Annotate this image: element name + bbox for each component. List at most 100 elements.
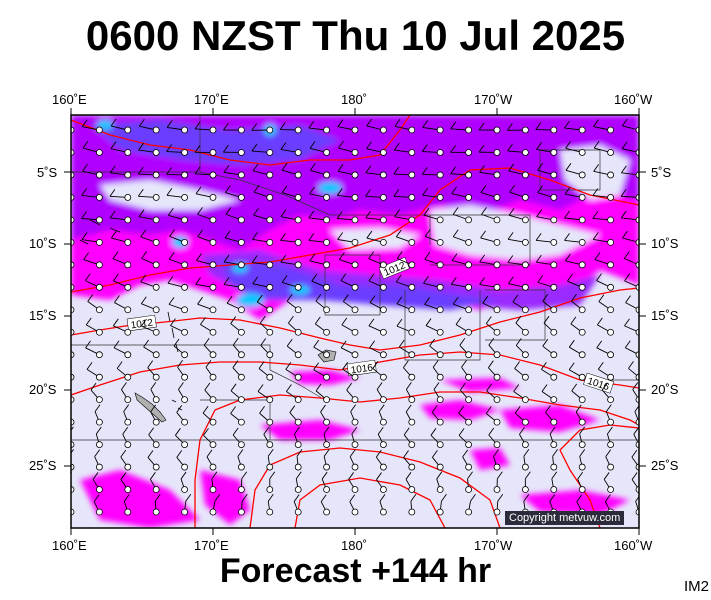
wind-barb-feather — [537, 275, 544, 283]
wind-barb-station — [266, 441, 274, 448]
wind-barb-station — [465, 508, 473, 516]
wind-barb-station — [522, 418, 529, 426]
wind-barb-station — [266, 126, 274, 134]
wind-barb-feather — [223, 165, 230, 173]
wind-barb-station — [351, 149, 359, 156]
wind-barb-station — [351, 373, 359, 381]
wind-barb-station — [152, 508, 160, 516]
wind-barb-station — [209, 486, 217, 493]
wind-barb-feather — [90, 382, 97, 391]
wind-barb-station — [550, 149, 558, 156]
wind-barb-feather — [54, 141, 59, 148]
wind-barb-feather — [267, 449, 274, 457]
wind-barb-station — [266, 306, 274, 314]
wind-barb-feather — [141, 251, 147, 259]
wind-barb-feather — [450, 166, 457, 175]
wind-barb-station — [124, 171, 132, 179]
wind-barb-feather — [323, 426, 330, 435]
wind-barb-feather — [225, 207, 232, 215]
wind-barb-station — [436, 216, 444, 224]
wind-barb-station — [493, 194, 501, 201]
wind-barb-station — [323, 418, 331, 426]
wind-barb-feather — [280, 209, 287, 217]
wind-barb-station — [152, 441, 160, 448]
wind-barb-feather — [478, 144, 485, 153]
wind-barb-feather — [309, 141, 316, 149]
wind-barb-station — [493, 149, 501, 156]
wind-barb-station — [124, 283, 132, 291]
wind-barb-station — [266, 238, 274, 246]
wind-barb-feather — [459, 338, 466, 346]
wind-barb-station — [408, 149, 416, 156]
wind-barb-station — [96, 418, 103, 426]
wind-barb-station — [408, 238, 416, 246]
wind-barb-station — [408, 351, 416, 359]
wind-barb-feather — [137, 189, 144, 197]
wind-barb-feather — [258, 361, 265, 369]
wind-barb-station — [294, 486, 302, 493]
wind-barb-feather — [269, 471, 276, 479]
wind-barb-feather — [395, 274, 402, 283]
wind-barb-station — [323, 463, 331, 471]
wind-barb-feather — [168, 297, 175, 305]
wind-barb-station — [550, 463, 558, 471]
wind-barb-station — [237, 216, 245, 224]
wind-barb-feather — [340, 340, 347, 349]
wind-barb-feather — [342, 294, 349, 302]
wind-barb-station — [607, 396, 614, 404]
wind-barb-feather — [620, 210, 627, 219]
wind-barb-station — [379, 283, 387, 291]
wind-barb-feather — [514, 361, 521, 369]
wind-barb-station — [550, 126, 558, 134]
wind-barb-feather — [624, 318, 630, 327]
wind-barb-station — [237, 261, 245, 269]
wind-barb-station — [351, 126, 359, 134]
lon-label-bottom: 170˚W — [474, 538, 513, 553]
wind-barb-station — [436, 418, 444, 426]
wind-barb-station — [379, 306, 387, 314]
wind-barb-feather — [508, 163, 515, 172]
wind-barb-feather — [263, 427, 270, 435]
wind-barb-feather — [321, 471, 328, 480]
wind-barb-feather — [66, 495, 71, 502]
wind-barb-station — [152, 486, 160, 493]
wind-barb-station — [408, 171, 416, 179]
wind-barb-feather — [140, 318, 147, 327]
wind-barb-station — [379, 373, 387, 381]
wind-barb-feather — [625, 295, 631, 303]
wind-barb-feather — [488, 360, 494, 368]
wind-barb-station — [124, 418, 132, 426]
wind-barb-feather — [85, 340, 91, 349]
wind-barb-feather — [423, 207, 430, 216]
lon-label-bottom: 160˚E — [52, 538, 87, 553]
wind-barb-station — [578, 126, 586, 134]
lat-label-right: 15˚S — [651, 308, 679, 323]
wind-barb-station — [351, 238, 359, 246]
wind-barb-feather — [405, 472, 412, 480]
wind-barb-station — [493, 216, 501, 224]
wind-barb-feather — [635, 495, 639, 502]
wind-barb-feather — [279, 122, 286, 130]
wind-barb-feather — [166, 120, 173, 128]
wind-barb-station — [323, 283, 331, 291]
wind-barb-feather — [592, 211, 599, 219]
wind-barb-station — [550, 171, 558, 179]
wind-barb-station — [408, 194, 416, 201]
wind-barb-station — [124, 508, 132, 516]
wind-barb-feather — [260, 338, 267, 346]
wind-barb-feather — [486, 383, 492, 392]
wind-barb-feather — [479, 165, 485, 173]
wind-barb-feather — [366, 230, 373, 239]
wind-barb-station — [266, 194, 274, 201]
wind-barb-feather — [296, 449, 303, 457]
wind-barb-feather — [147, 450, 154, 458]
wind-barb-feather — [196, 253, 202, 261]
wind-barb-station — [294, 261, 302, 269]
wind-barb-station — [294, 418, 302, 426]
wind-barb-feather — [458, 428, 465, 436]
wind-barb-feather — [488, 337, 495, 346]
wind-barb-feather — [524, 471, 531, 479]
wind-barb-feather — [450, 145, 456, 153]
wind-barb-feather — [214, 493, 221, 502]
